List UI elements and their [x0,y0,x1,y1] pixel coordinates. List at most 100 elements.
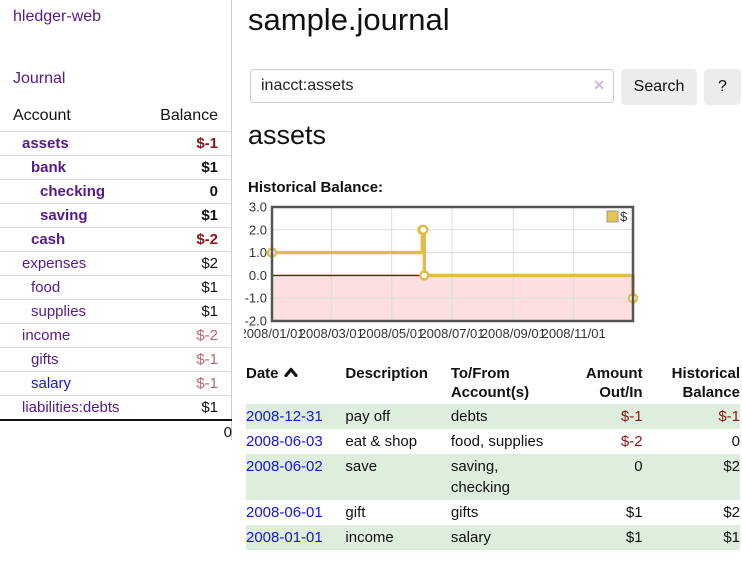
transaction-description: eat & shop [345,433,418,450]
account-link[interactable]: gifts [31,351,59,368]
transaction-date-link[interactable]: 2008-06-03 [246,433,323,450]
x-axis-tick-label: 2008/03/01 [299,326,364,341]
account-link[interactable]: saving [40,207,88,224]
transaction-accounts: salary [450,529,491,546]
y-axis-tick-label: -2.0 [245,314,267,329]
account-balance: $1 [145,155,232,180]
x-axis-tick-label: 2008/01/01 [244,326,305,341]
x-axis-tick-label: 2008/09/01 [481,326,546,341]
transaction-balance: $2 [723,504,740,521]
account-link[interactable]: expenses [22,255,87,272]
account-row: gifts $-1 [0,347,232,372]
transaction-description: pay off [345,408,391,425]
help-button[interactable]: ? [704,69,741,105]
transaction-row: 2008-12-31 pay off debts $-1 $-1 [246,404,740,429]
transaction-row: 2008-06-02 save saving, checking 0 $2 [246,454,740,500]
search-input[interactable] [250,69,614,103]
register-table-body: 2008-12-31 pay off debts $-1 $-1 2008-06-03 ea… [246,404,740,550]
account-link[interactable]: cash [31,231,66,248]
transaction-accounts: gifts [450,504,479,521]
sort-asc-icon [283,367,298,378]
accounts-total-value: 0 [145,419,232,444]
transaction-date-link[interactable]: 2008-06-01 [246,504,323,521]
balance-chart-svg: $3.0 2.0 1.0 0.0 -1.0 -2.02008/01/012008/03/0… [244,202,639,341]
account-balance: $1 [145,203,232,228]
accounts-col-account: Account [13,107,71,124]
x-axis-tick-label: 2008/05/01 [359,326,424,341]
register-col-date-label: Date [246,365,279,382]
legend-label: $ [620,209,628,224]
account-balance: $-1 [145,131,232,156]
y-axis-tick-label: 2.0 [249,222,267,237]
register-col-balance: Historical Balance [671,365,740,401]
account-link[interactable]: food [31,279,61,296]
data-point-marker [418,224,429,235]
account-balance: $1 [145,299,232,324]
account-link[interactable]: bank [31,159,67,176]
register-col-date[interactable]: Date [246,362,345,404]
register-col-amount: Amount Out/In [585,365,643,401]
account-row: salary $-1 [0,371,232,396]
account-link[interactable]: salary [31,375,72,392]
transaction-description: gift [345,504,366,521]
clear-search-icon[interactable]: ✕ [593,77,605,93]
account-row: bank $1 [0,155,232,180]
account-heading: assets [248,120,327,150]
data-point-marker [419,270,430,281]
account-balance: $1 [145,395,232,420]
search-button[interactable]: Search [621,69,697,105]
account-balance: $-2 [145,227,232,252]
account-balance: 0 [145,179,232,204]
search-form: ✕ Search ? [250,69,742,105]
account-row: food $1 [0,275,232,300]
transaction-amount: $-2 [620,433,643,450]
page-title: sample.journal [248,2,450,37]
transaction-description: income [345,529,394,546]
transaction-accounts: debts [450,408,488,425]
account-link[interactable]: checking [40,183,106,200]
account-table-body: assets $-1 bank $1 checking 0 saving $1 cash $-2 e… [0,131,232,420]
accounts-table-header: Account Balance [0,103,232,132]
transaction-accounts: saving, checking [450,458,511,496]
chart-section-label: Historical Balance: [248,179,384,196]
account-row: income $-2 [0,323,232,348]
account-balance: $1 [145,275,232,300]
accounts-table: Account Balance assets $-1 bank $1 checking 0… [0,103,232,444]
transaction-date-link[interactable]: 2008-06-02 [246,458,323,475]
account-link[interactable]: income [22,327,71,344]
main-content: sample.journal ✕ Search ? assets Histori… [244,0,742,582]
account-row: liabilities:debts $1 [0,395,232,420]
transaction-amount: $1 [625,504,643,521]
transaction-row: 2008-06-01 gift gifts $1 $2 [246,500,740,525]
account-link[interactable]: liabilities:debts [22,399,120,416]
transaction-date-link[interactable]: 2008-01-01 [246,529,323,546]
account-balance: $2 [145,251,232,276]
transaction-balance: $2 [723,458,740,475]
register-table: Date Description To/From Account(s) Amou… [246,362,740,550]
sidebar: hledger-web Journal Account Balance asse… [0,0,232,444]
transaction-row: 2008-01-01 income salary $1 $1 [246,525,740,550]
account-link[interactable]: assets [22,135,69,152]
transaction-accounts: food, supplies [450,433,544,450]
x-axis-tick-label: 2008/07/01 [419,326,484,341]
transaction-balance: $1 [723,529,740,546]
register-col-accounts: To/From Account(s) [450,365,530,401]
account-row: expenses $2 [0,251,232,276]
transaction-balance: 0 [731,433,740,450]
brand-link[interactable]: hledger-web [13,8,102,25]
transaction-amount: $-1 [620,408,643,425]
transaction-description: save [345,458,378,475]
account-balance: $-2 [145,323,232,348]
y-axis-tick-label: 0.0 [249,268,267,283]
accounts-col-balance: Balance [160,107,218,124]
register-col-description: Description [345,365,428,382]
nav-journal-link[interactable]: Journal [13,70,66,87]
account-row: saving $1 [0,203,232,228]
legend-swatch-icon [606,210,619,223]
transaction-date-link[interactable]: 2008-12-31 [246,408,323,425]
account-balance: $-1 [145,371,232,396]
account-link[interactable]: supplies [31,303,87,320]
account-row: checking 0 [0,179,232,204]
y-axis-tick-label: -1.0 [245,291,267,306]
y-axis-tick-label: 1.0 [249,245,267,260]
